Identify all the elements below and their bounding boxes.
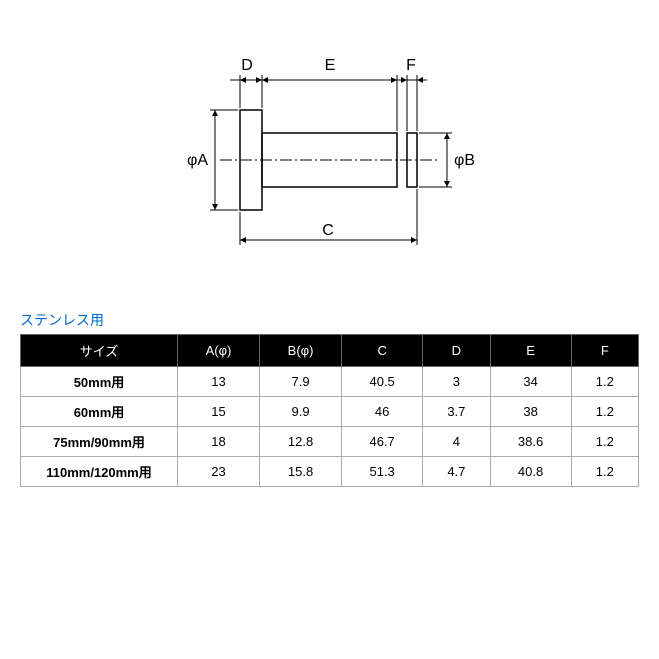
size-cell: 60mm用 xyxy=(21,397,178,427)
table-row: 110mm/120mm用2315.851.34.740.81.2 xyxy=(21,457,639,487)
size-cell: 50mm用 xyxy=(21,367,178,397)
value-cell: 23 xyxy=(178,457,260,487)
col-header: B(φ) xyxy=(260,335,342,367)
value-cell: 1.2 xyxy=(571,397,638,427)
value-cell: 15 xyxy=(178,397,260,427)
value-cell: 1.2 xyxy=(571,367,638,397)
section-title: ステンレス用 xyxy=(20,310,639,330)
part-drawing: D E F φA φB C xyxy=(160,20,500,270)
dim-label-phi-a: φA xyxy=(186,152,207,169)
technical-diagram: D E F φA φB C xyxy=(20,20,639,270)
value-cell: 40.5 xyxy=(342,367,423,397)
col-header: F xyxy=(571,335,638,367)
value-cell: 51.3 xyxy=(342,457,423,487)
col-header: D xyxy=(423,335,490,367)
col-header: サイズ xyxy=(21,335,178,367)
dim-label-f: F xyxy=(406,57,416,74)
value-cell: 18 xyxy=(178,427,260,457)
table-row: 60mm用159.9463.7381.2 xyxy=(21,397,639,427)
value-cell: 13 xyxy=(178,367,260,397)
dimensions-table: サイズA(φ)B(φ)CDEF 50mm用137.940.53341.260mm… xyxy=(20,334,639,487)
value-cell: 9.9 xyxy=(260,397,342,427)
dim-label-d: D xyxy=(241,57,253,74)
col-header: E xyxy=(490,335,571,367)
col-header: C xyxy=(342,335,423,367)
dim-label-phi-b: φB xyxy=(454,152,475,169)
value-cell: 38 xyxy=(490,397,571,427)
value-cell: 3.7 xyxy=(423,397,490,427)
value-cell: 1.2 xyxy=(571,427,638,457)
value-cell: 40.8 xyxy=(490,457,571,487)
value-cell: 46.7 xyxy=(342,427,423,457)
dim-label-e: E xyxy=(324,57,335,74)
value-cell: 34 xyxy=(490,367,571,397)
table-row: 75mm/90mm用1812.846.7438.61.2 xyxy=(21,427,639,457)
value-cell: 3 xyxy=(423,367,490,397)
table-row: 50mm用137.940.53341.2 xyxy=(21,367,639,397)
dim-label-c: C xyxy=(322,222,334,239)
value-cell: 4.7 xyxy=(423,457,490,487)
col-header: A(φ) xyxy=(178,335,260,367)
value-cell: 1.2 xyxy=(571,457,638,487)
value-cell: 46 xyxy=(342,397,423,427)
value-cell: 38.6 xyxy=(490,427,571,457)
size-cell: 110mm/120mm用 xyxy=(21,457,178,487)
value-cell: 15.8 xyxy=(260,457,342,487)
value-cell: 7.9 xyxy=(260,367,342,397)
size-cell: 75mm/90mm用 xyxy=(21,427,178,457)
value-cell: 12.8 xyxy=(260,427,342,457)
value-cell: 4 xyxy=(423,427,490,457)
